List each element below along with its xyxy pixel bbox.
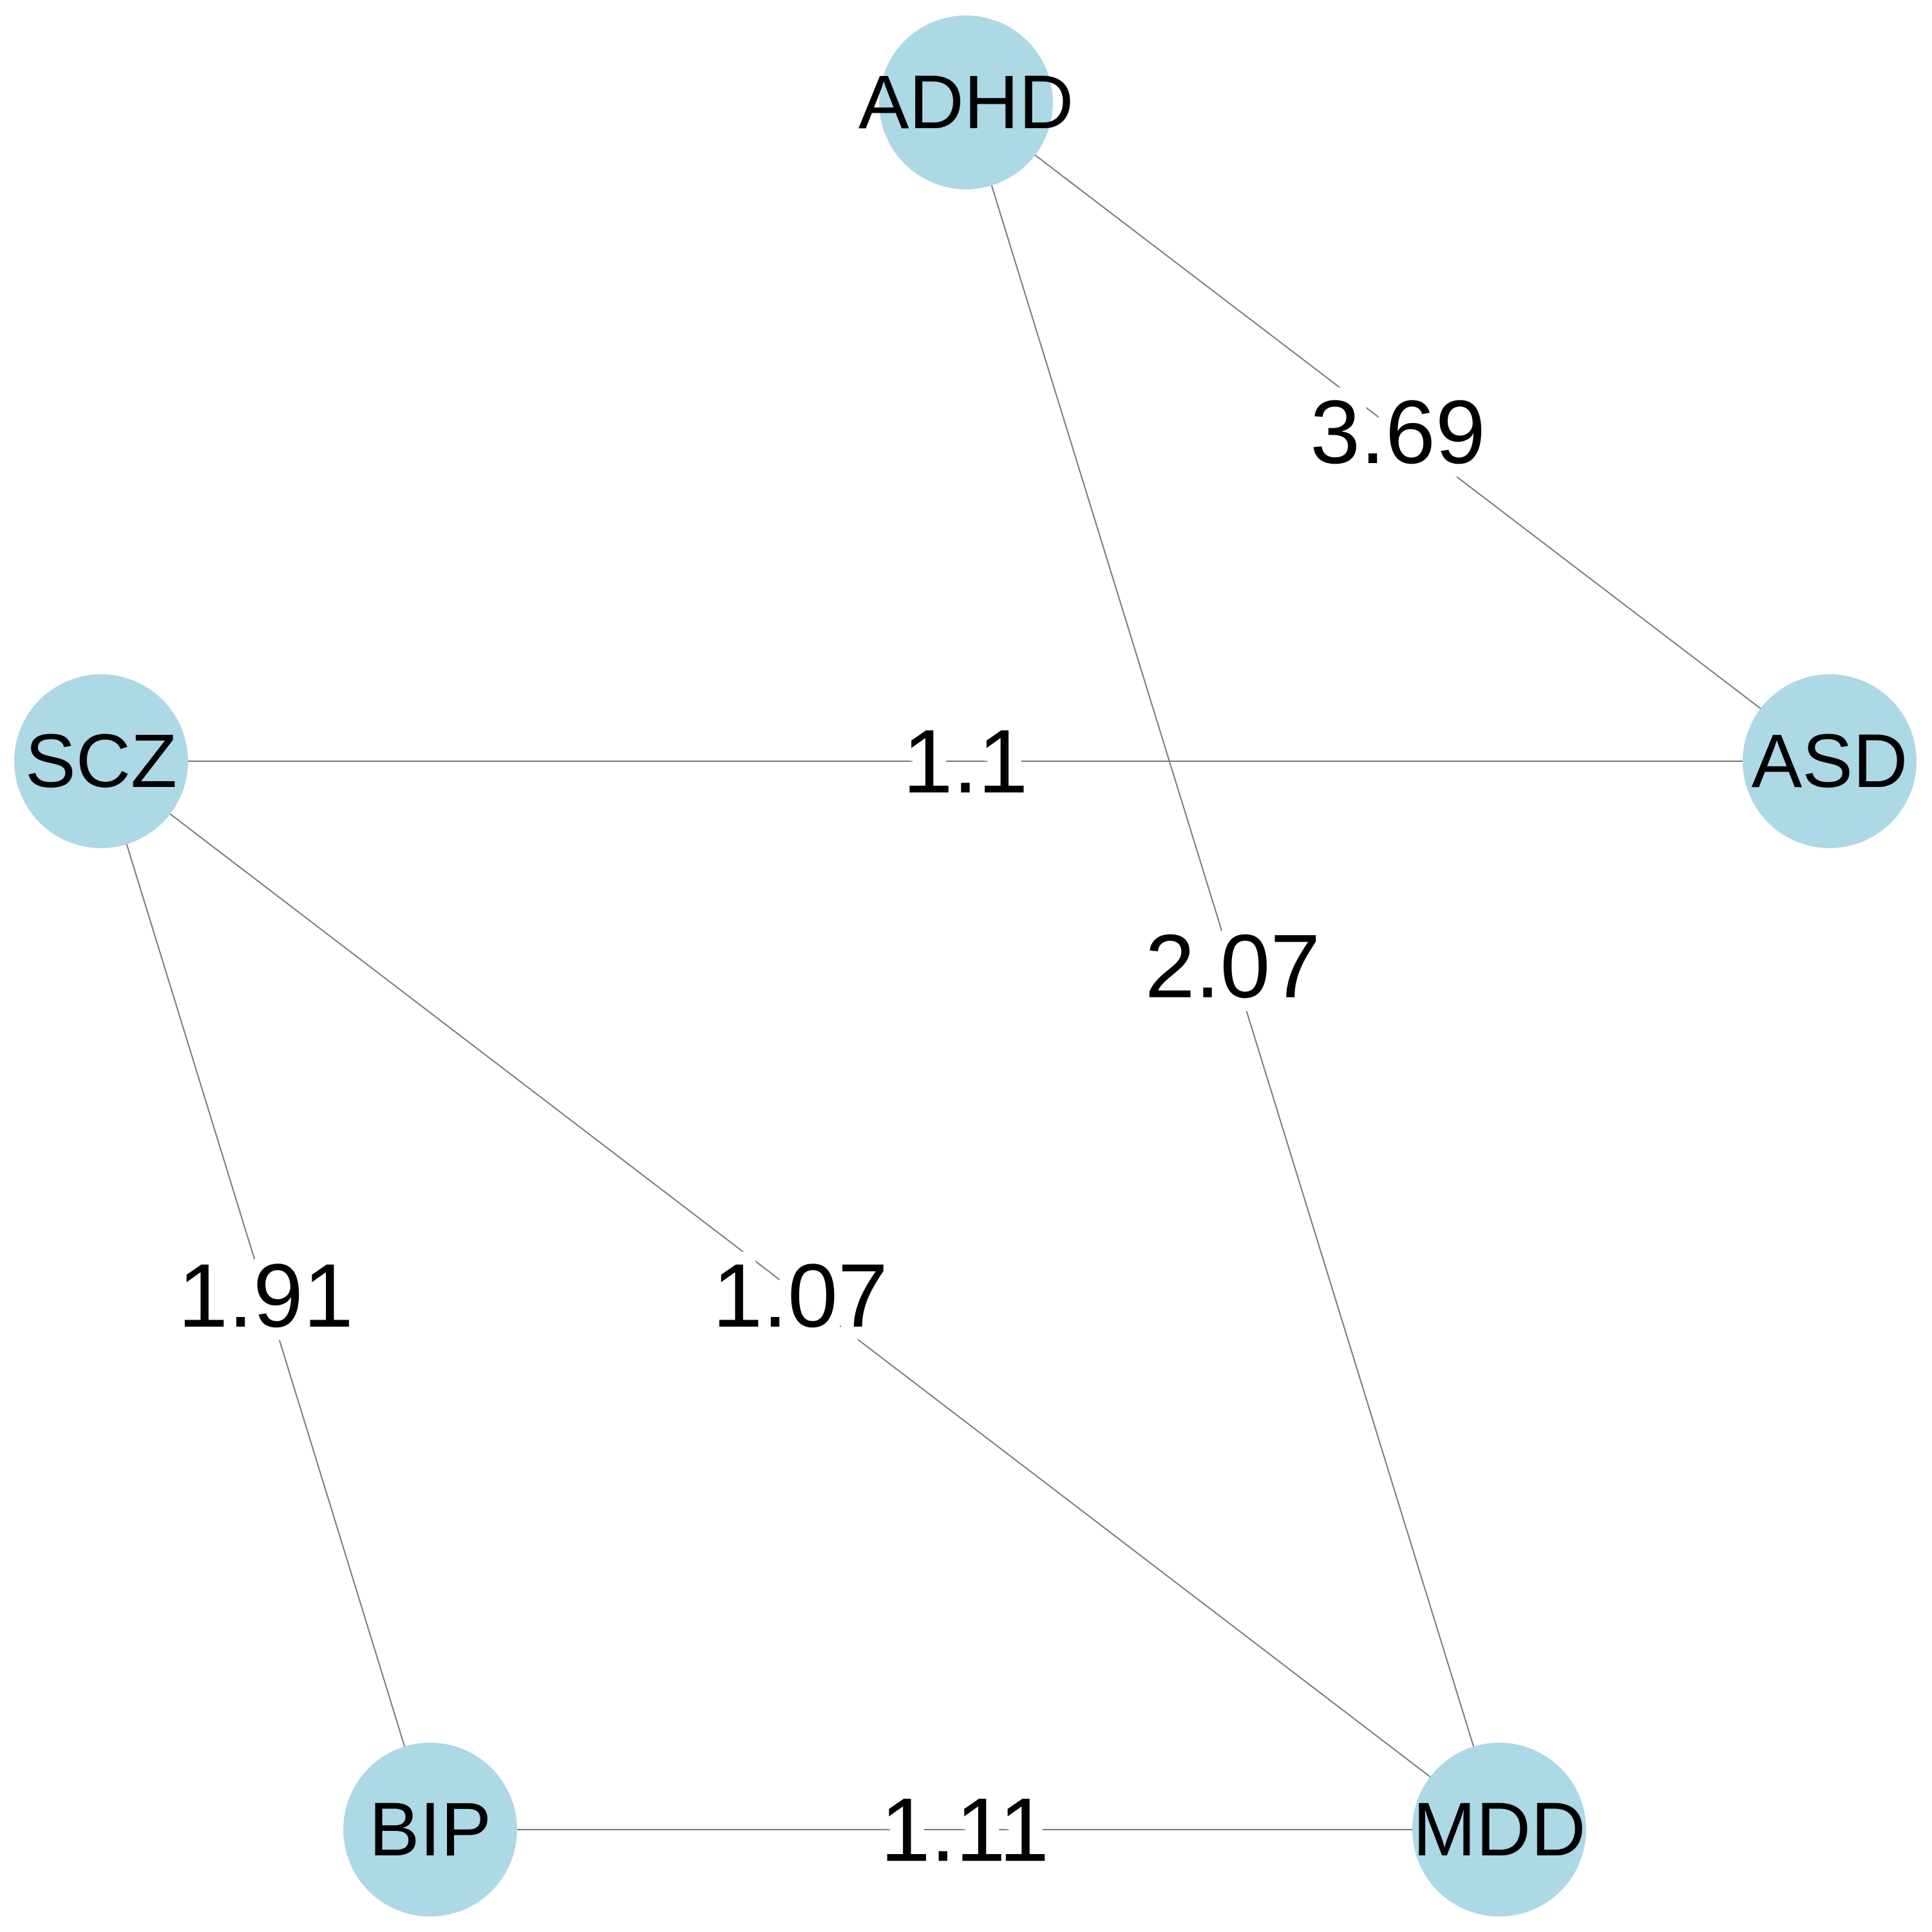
edge-label: 1.1 (903, 711, 1028, 812)
edge-label: 2.07 (1145, 916, 1320, 1017)
edge-line (965, 102, 1500, 1830)
node-label: ASD (1752, 719, 1908, 804)
edge-label: 1.07 (712, 1245, 887, 1346)
edge-labels: 3.69 2.07 1.1 1.91 1.07 1.11 (165, 368, 1498, 1893)
edge-line (100, 761, 431, 1830)
node-label: ADHD (858, 60, 1074, 145)
node-label: MDD (1413, 1787, 1586, 1872)
edges (100, 102, 1830, 1830)
edge-line (965, 102, 1830, 762)
node-circle (879, 15, 1053, 189)
node-circle (343, 1743, 517, 1917)
edge-label: 1.91 (178, 1245, 353, 1346)
node-label: SCZ (25, 719, 177, 804)
edge-label: 3.69 (1310, 381, 1485, 482)
node-circle (14, 674, 188, 848)
node-circle (1743, 674, 1917, 848)
node-label: BIP (369, 1787, 491, 1872)
edge-line (100, 761, 1500, 1830)
edge-label: 1.11 (880, 1779, 1049, 1880)
nodes: ADHD ASD SCZ BIP MDD (14, 15, 1917, 1917)
node-circle (1412, 1743, 1586, 1917)
